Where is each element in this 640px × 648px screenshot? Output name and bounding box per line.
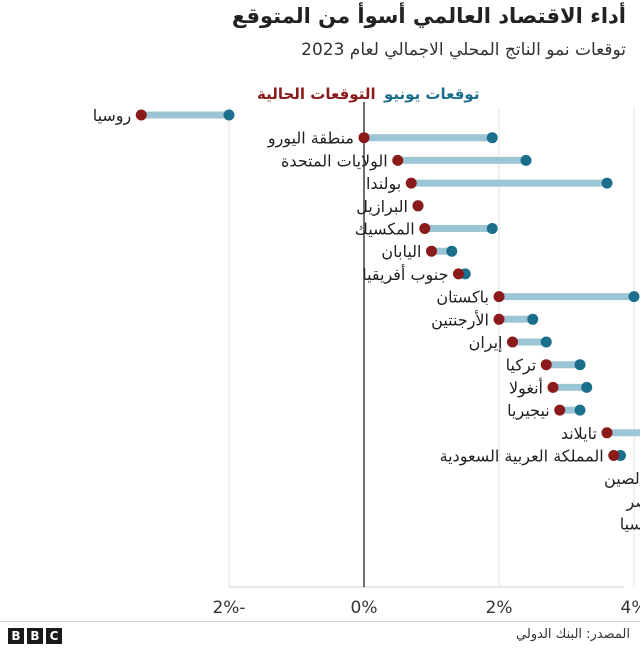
current-forecast-point	[426, 245, 437, 257]
source-note: المصدر: البنك الدولي	[516, 627, 630, 642]
category-label: نيجيريا	[507, 401, 550, 421]
category-label: إندونيسيا	[620, 515, 640, 535]
category-label: الولايات المتحدة	[281, 151, 388, 171]
category-label: الأرجنتين	[431, 309, 489, 330]
category-label: المملكة العربية السعودية	[440, 447, 604, 467]
bbc-logo-letter-b1: B	[8, 628, 24, 644]
current-forecast-point	[135, 109, 147, 121]
june-forecast-point	[527, 313, 539, 325]
june-forecast-point	[446, 245, 458, 257]
june-forecast-point	[540, 336, 552, 348]
tick-labels: 2%-0%2%4%6%	[212, 598, 640, 618]
tick-label: 2%-	[212, 598, 245, 618]
category-label: اليابان	[381, 242, 421, 261]
legend-june: توقعات يونيو	[383, 85, 479, 103]
grid-lines	[228, 107, 635, 588]
tick-label: 0%	[351, 598, 378, 618]
june-forecast-point	[223, 109, 235, 121]
june-forecast-point	[574, 404, 586, 416]
current-forecast-point	[358, 132, 370, 144]
current-forecast-point	[540, 359, 552, 371]
chart-title: أداء الاقتصاد العالمي أسوأ من المتوقع	[231, 4, 626, 28]
bbc-logo-letter-b2: B	[27, 628, 43, 644]
current-forecast-point	[493, 291, 505, 303]
category-label: جنوب أفريقيا	[362, 264, 448, 285]
june-forecast-point	[628, 291, 640, 303]
current-forecast-point	[493, 313, 505, 325]
june-forecast-point	[520, 154, 532, 166]
current-forecast-point	[419, 223, 431, 234]
category-label: الصين	[604, 469, 640, 489]
category-label: تركيا	[506, 356, 537, 376]
current-forecast-point	[412, 200, 424, 212]
bbc-logo: B B C	[8, 628, 62, 644]
current-forecast-point	[601, 427, 613, 439]
bbc-logo-letter-c: C	[46, 628, 62, 644]
category-label: تايلاند	[561, 424, 597, 443]
current-forecast-point	[547, 381, 559, 393]
current-forecast-point	[453, 268, 464, 280]
june-forecast-point	[486, 223, 498, 234]
footer-divider	[0, 621, 640, 622]
tick-label: 4%	[621, 598, 640, 618]
chart-marks	[135, 109, 640, 461]
june-forecast-point	[581, 381, 593, 393]
category-label: روسيا	[93, 106, 132, 126]
tick-label: 2%	[486, 598, 513, 618]
category-label: المكسيك	[355, 220, 415, 239]
category-label: منطقة اليورو	[267, 129, 354, 149]
current-forecast-point	[392, 154, 404, 166]
category-label: مصر	[625, 492, 640, 512]
category-label: بولندا	[366, 174, 401, 194]
current-forecast-point	[554, 404, 566, 416]
chart-subtitle: توقعات نمو الناتج المحلي الاجمالي لعام 2…	[301, 40, 626, 60]
current-forecast-point	[608, 450, 620, 461]
june-forecast-point	[574, 359, 586, 371]
category-label: إيران	[469, 333, 503, 353]
current-forecast-point	[405, 177, 417, 189]
june-forecast-point	[601, 177, 613, 189]
june-forecast-point	[486, 132, 498, 144]
category-label: البرازيل	[356, 197, 408, 217]
legend-current: التوقعات الحالية	[257, 85, 376, 103]
category-label: أنغولا	[509, 377, 543, 398]
current-forecast-point	[507, 336, 518, 348]
category-label: باكستان	[436, 288, 489, 307]
